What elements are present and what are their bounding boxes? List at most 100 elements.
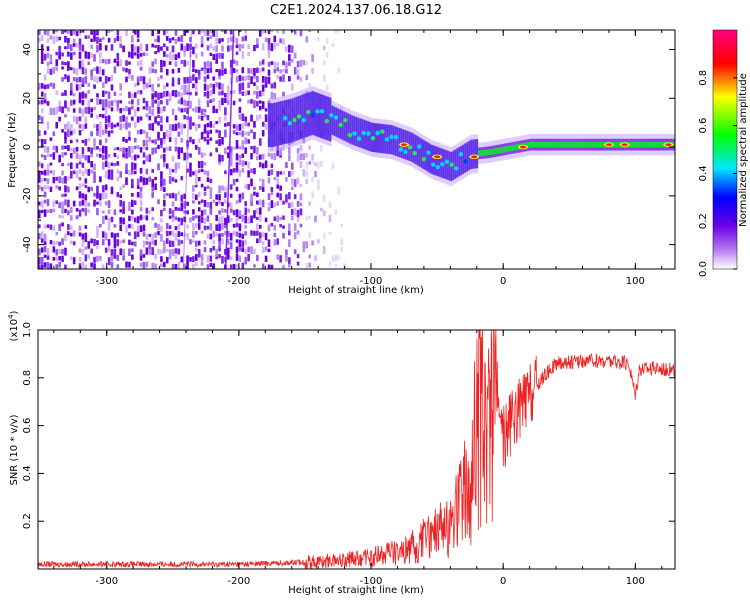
noise-cell [122, 123, 125, 129]
noise-cell [154, 147, 157, 154]
ridge-body [375, 123, 378, 153]
noise-cell [64, 264, 67, 269]
ridge-blob [430, 162, 436, 167]
noise-cell [87, 89, 91, 94]
noise-cell [157, 35, 160, 43]
noise-cell [142, 261, 146, 269]
noise-cell [72, 93, 76, 97]
noise-cell [125, 224, 128, 233]
hot-spot [401, 143, 408, 146]
noise-cell [163, 240, 166, 247]
noise-cell [331, 163, 335, 170]
noise-cell [180, 92, 184, 98]
noise-cell [232, 210, 236, 216]
noise-cell [122, 248, 125, 257]
noise-cell [261, 153, 265, 160]
noise-cell [241, 113, 245, 122]
noise-cell [119, 209, 123, 213]
noise-cell [107, 224, 111, 231]
noise-cell [131, 51, 134, 59]
noise-cell [116, 169, 120, 174]
noise-cell [197, 115, 201, 120]
noise-cell [87, 100, 91, 107]
noise-cell [104, 45, 108, 51]
noise-cell [151, 192, 154, 198]
noise-cell [258, 138, 262, 146]
noise-cell [209, 201, 213, 209]
noise-cell [180, 256, 184, 263]
noise-cell [221, 30, 224, 33]
noise-cell [125, 116, 128, 124]
noise-cell [200, 67, 204, 71]
ridge-core [597, 141, 600, 148]
noise-cell [258, 224, 262, 229]
noise-cell [46, 52, 50, 59]
ridge-core [642, 141, 645, 148]
noise-cell [250, 146, 253, 150]
noise-cell [279, 76, 282, 82]
noise-cell [171, 209, 175, 218]
noise-cell [69, 232, 73, 237]
ridge-body [295, 96, 298, 141]
noise-cell [253, 186, 256, 191]
noise-cell [64, 137, 67, 144]
ridge-core [507, 145, 510, 152]
noise-cell [67, 37, 70, 44]
noise-cell [267, 69, 271, 76]
noise-cell [244, 201, 248, 207]
noise-cell [84, 76, 88, 84]
noise-cell [270, 43, 274, 52]
noise-cell [107, 100, 111, 109]
noise-cell [247, 184, 250, 190]
noise-cell [308, 231, 311, 239]
noise-cell [282, 215, 285, 220]
ridge-body [335, 107, 338, 137]
noise-cell [270, 163, 274, 169]
noise-cell [90, 52, 93, 58]
multiplier-base: (x10 [9, 319, 20, 342]
noise-cell [157, 230, 160, 236]
noise-cell [113, 233, 117, 242]
noise-cell [43, 185, 47, 190]
ridge-core [527, 142, 530, 148]
ridge-core [577, 141, 580, 148]
noise-cell [238, 43, 242, 52]
noise-cell [186, 255, 189, 264]
noise-cell [168, 38, 172, 44]
noise-cell [224, 186, 227, 192]
noise-cell [101, 162, 105, 170]
ridge-body [313, 91, 316, 136]
noise-cell [145, 207, 149, 214]
noise-cell [139, 53, 143, 57]
noise-cell [250, 153, 253, 160]
noise-cell [189, 36, 192, 42]
noise-cell [160, 209, 163, 217]
colorbar-ticks: 0.00.20.40.60.8 [698, 70, 737, 277]
noise-cell [69, 147, 73, 152]
noise-cell [139, 192, 143, 199]
noise-cell [133, 170, 137, 175]
noise-cell [157, 45, 160, 53]
ridge-blob [380, 129, 385, 134]
noise-cell [192, 83, 195, 89]
noise-cell [296, 147, 300, 154]
noise-cell [78, 116, 82, 122]
ridge-body [303, 93, 306, 138]
noise-cell [334, 30, 338, 34]
noise-cell [195, 170, 198, 178]
ridge-core [636, 141, 639, 148]
noise-cell [64, 152, 67, 156]
noise-cell [101, 36, 105, 41]
noise-cell [311, 160, 314, 164]
noise-cell [139, 249, 143, 256]
ridge-body [436, 146, 439, 177]
noise-cell [241, 82, 245, 91]
noise-cell [78, 60, 82, 69]
noise-cell [302, 247, 306, 252]
noise-cell [226, 215, 230, 223]
noise-cell [261, 232, 265, 237]
noise-cell [209, 233, 213, 240]
noise-cell [61, 170, 64, 176]
noise-cell [101, 231, 105, 238]
noise-cell [128, 207, 131, 212]
